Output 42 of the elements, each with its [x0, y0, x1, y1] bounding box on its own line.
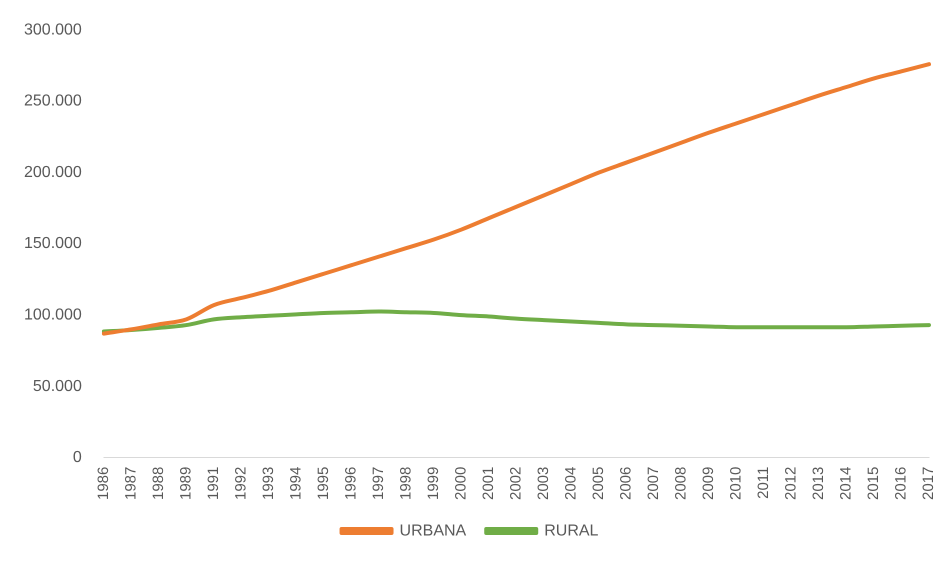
x-tick-label: 2012 — [782, 466, 800, 500]
x-tick-label: 2017 — [920, 466, 938, 500]
x-tick-label: 1994 — [288, 466, 305, 500]
legend-label: URBANA — [400, 522, 467, 540]
x-tick-label: 2004 — [562, 466, 580, 500]
x-tick-label: 2005 — [590, 466, 608, 500]
x-tick-label: 1991 — [205, 466, 222, 500]
x-tick-label: 1999 — [425, 466, 442, 500]
x-tick-label: 2011 — [755, 466, 772, 499]
x-tick-label: 1998 — [398, 466, 415, 500]
x-tick-label: 1996 — [342, 466, 360, 500]
x-tick-label: 2000 — [452, 466, 470, 500]
x-tick-label: 2010 — [728, 466, 745, 500]
y-tick-label: 0 — [72, 449, 82, 466]
x-tick-label: 1986 — [94, 466, 112, 500]
x-tick-label: 1995 — [315, 466, 332, 500]
x-tick-label: 2006 — [618, 466, 635, 500]
x-tick-label: 2016 — [892, 466, 910, 500]
x-tick-label: 2009 — [700, 466, 718, 500]
x-tick-label: 2007 — [645, 466, 662, 500]
x-tick-label: 1992 — [232, 466, 250, 500]
x-tick-label: 2008 — [672, 466, 690, 500]
x-tick-label: 1987 — [122, 466, 140, 500]
x-tick-label: 1989 — [177, 466, 194, 500]
x-tick-label: 2001 — [480, 466, 498, 500]
y-tick-label: 250.000 — [24, 92, 82, 110]
x-tick-label: 2003 — [535, 466, 552, 500]
x-tick-label: 2013 — [810, 466, 828, 500]
x-tick-label: 1993 — [260, 466, 278, 500]
line-series — [102, 62, 931, 336]
x-tick-label: 2015 — [865, 466, 882, 500]
y-tick-label: 100.000 — [24, 306, 82, 324]
x-tick-label: 2014 — [838, 466, 855, 500]
y-tick-label: 50.000 — [32, 378, 82, 395]
x-tick-label: 2002 — [508, 466, 525, 500]
y-tick-label: 150.000 — [24, 235, 82, 252]
x-tick-label: 1997 — [370, 466, 388, 500]
y-tick-label: 200.000 — [24, 164, 82, 181]
y-tick-label: 300.000 — [24, 21, 82, 38]
line-series — [102, 310, 931, 334]
x-tick-label: 1988 — [150, 466, 167, 500]
legend-label: RURAL — [544, 522, 599, 540]
